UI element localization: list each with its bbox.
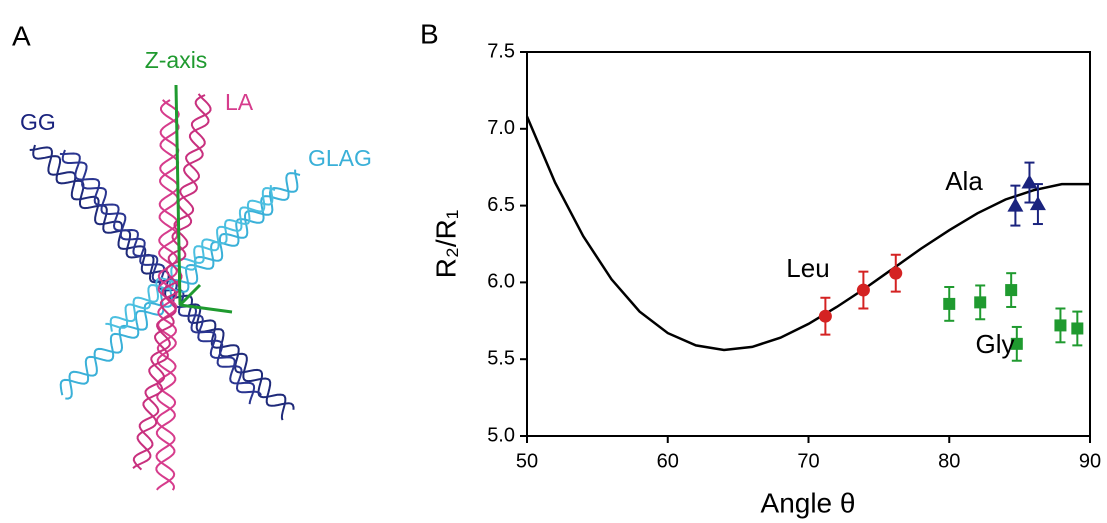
helix-strand	[132, 93, 212, 471]
point	[974, 296, 987, 309]
x-tick-label: 50	[516, 450, 538, 472]
panel-label: B	[420, 18, 439, 49]
x-axis-label: Angle θ	[761, 487, 856, 518]
y-tick-label: 7.5	[487, 40, 515, 62]
point	[1021, 174, 1038, 189]
x-tick-label: 80	[938, 450, 960, 472]
y-tick-label: 6.5	[487, 194, 515, 216]
point	[1029, 196, 1046, 211]
point	[889, 266, 903, 280]
point	[943, 297, 956, 310]
axis-arrow	[179, 303, 233, 314]
series-label: Gly	[976, 329, 1015, 359]
panel-label: A	[12, 20, 31, 51]
point	[1054, 319, 1067, 332]
z-axis	[174, 84, 182, 306]
la-label: LA	[225, 89, 254, 115]
point	[818, 309, 832, 323]
helix-strand	[65, 169, 299, 400]
axis-arrow	[178, 283, 202, 307]
helix-strand	[59, 152, 256, 405]
series-label: Ala	[945, 166, 983, 196]
point	[1071, 322, 1084, 335]
y-tick-label: 7.0	[487, 117, 515, 139]
point	[1010, 337, 1023, 350]
helix-strand	[105, 187, 276, 329]
series-label: Leu	[786, 253, 829, 283]
helix-strand	[109, 185, 274, 332]
point	[1007, 197, 1024, 212]
y-tick-label: 6.0	[487, 271, 515, 293]
helix-strand	[61, 149, 262, 396]
x-tick-label: 90	[1079, 450, 1101, 472]
plot-frame	[526, 51, 1091, 437]
y-tick-label: 5.0	[487, 424, 515, 446]
gg-label: GG	[20, 109, 56, 135]
x-tick-label: 70	[797, 450, 819, 472]
point	[1005, 284, 1018, 297]
point	[856, 283, 870, 297]
glag-label: GLAG	[308, 145, 372, 171]
z-axis-label: Z-axis	[145, 47, 208, 73]
curve	[525, 116, 1090, 352]
protein-ribbons	[29, 84, 301, 491]
y-axis-label: R₂/R₁	[430, 210, 461, 279]
x-tick-label: 60	[657, 450, 679, 472]
y-tick-label: 5.5	[487, 347, 515, 369]
helix-strand	[155, 99, 180, 491]
